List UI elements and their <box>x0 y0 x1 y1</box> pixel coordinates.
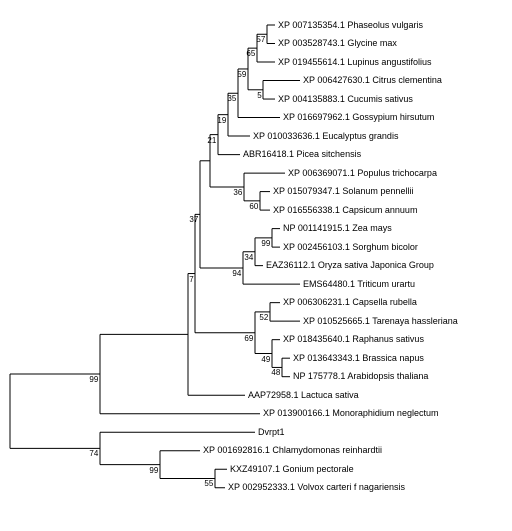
tip-label: XP 018435640.1 Raphanus sativus <box>283 334 424 344</box>
tip-label: EAZ36112.1 Oryza sativa Japonica Group <box>266 260 434 270</box>
bootstrap-value: 52 <box>259 313 268 322</box>
bootstrap-value: 99 <box>89 375 98 384</box>
bootstrap-value: 37 <box>189 215 198 224</box>
phylogenetic-tree: XP 007135354.1 Phaseolus vulgaris XP 0035… <box>0 0 512 531</box>
bootstrap-value: 74 <box>89 449 98 458</box>
tip-label: XP 006427630.1 Citrus clementina <box>303 75 442 85</box>
tip-label: XP 013900166.1 Monoraphidium neglectum <box>263 408 438 418</box>
tip-label: EMS64480.1 Triticum urartu <box>303 279 415 289</box>
bootstrap-value: 60 <box>249 202 258 211</box>
bootstrap-value: 94 <box>232 269 241 278</box>
tip-label: NP 001141915.1 Zea mays <box>283 223 392 233</box>
tip-label: XP 016697962.1 Gossypium hirsutum <box>283 112 434 122</box>
bootstrap-value: 35 <box>227 94 236 103</box>
bootstrap-value: 36 <box>233 188 242 197</box>
tip-label: XP 003528743.1 Glycine max <box>278 38 397 48</box>
tip-label: XP 016556338.1 Capsicum annuum <box>273 205 417 215</box>
bootstrap-value: 5 <box>257 91 261 100</box>
bootstrap-value: 7 <box>189 275 193 284</box>
bootstrap-value: 99 <box>149 466 158 475</box>
bootstrap-value: 65 <box>246 49 255 58</box>
tip-label: NP 175778.1 Arabidopsis thaliana <box>293 371 428 381</box>
bootstrap-value: 59 <box>237 70 246 79</box>
tip-label: XP 019455614.1 Lupinus angustifolius <box>278 57 431 67</box>
tip-label: KXZ49107.1 Gonium pectorale <box>230 464 354 474</box>
bootstrap-value: 34 <box>244 253 253 262</box>
tip-label: Dvrpt1 <box>258 427 285 437</box>
bootstrap-value: 49 <box>261 355 270 364</box>
tip-label: XP 002952333.1 Volvox carteri f nagarien… <box>228 482 405 492</box>
tip-label: XP 006369071.1 Populus trichocarpa <box>288 168 437 178</box>
bootstrap-value: 99 <box>261 239 270 248</box>
bootstrap-value: 21 <box>207 136 216 145</box>
tip-label: XP 001692816.1 Chlamydomonas reinhardtii <box>203 445 382 455</box>
bootstrap-value: 57 <box>256 35 265 44</box>
tip-label: XP 004135883.1 Cucumis sativus <box>278 94 413 104</box>
tip-label: XP 002456103.1 Sorghum bicolor <box>283 242 418 252</box>
tip-label: XP 006306231.1 Capsella rubella <box>283 297 417 307</box>
bootstrap-value: 19 <box>217 116 226 125</box>
bootstrap-value: 55 <box>204 479 213 488</box>
bootstrap-value: 69 <box>244 334 253 343</box>
tip-label: ABR16418.1 Picea sitchensis <box>243 149 361 159</box>
tip-label: XP 010525665.1 Tarenaya hassleriana <box>303 316 458 326</box>
tip-label: XP 010033636.1 Eucalyptus grandis <box>253 131 398 141</box>
tip-label: XP 007135354.1 Phaseolus vulgaris <box>278 20 423 30</box>
bootstrap-value: 48 <box>271 368 280 377</box>
tip-label: XP 013643343.1 Brassica napus <box>293 353 424 363</box>
tip-label: AAP72958.1 Lactuca sativa <box>248 390 359 400</box>
tip-label: XP 015079347.1 Solanum pennellii <box>273 186 413 196</box>
